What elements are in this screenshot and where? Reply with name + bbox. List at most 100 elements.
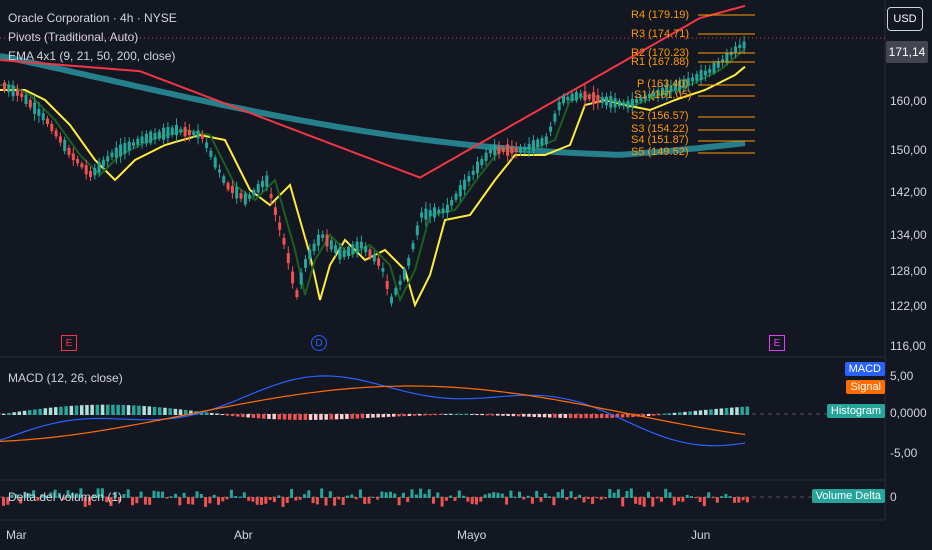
candle-body xyxy=(703,70,707,76)
histogram-bar xyxy=(449,413,453,415)
volume-delta-bar xyxy=(204,497,208,507)
histogram-bar xyxy=(688,411,692,415)
candle-body xyxy=(729,51,733,56)
candle-body xyxy=(742,41,746,49)
volume-delta-bar xyxy=(303,494,306,498)
candle-body xyxy=(106,156,110,162)
candle-body xyxy=(239,193,243,199)
volume-delta-bar xyxy=(556,491,560,498)
volume-delta-title[interactable]: Delta del volumen (1) xyxy=(8,490,123,504)
histogram-bar xyxy=(490,414,495,416)
pivots-indicator-label[interactable]: Pivots (Traditional, Auto) xyxy=(8,30,139,44)
candle-body xyxy=(265,175,269,187)
macd-title[interactable]: MACD (12, 26, close) xyxy=(8,371,123,385)
candle-body xyxy=(734,46,737,54)
volume-delta-bar xyxy=(376,497,380,500)
volume-delta-bar xyxy=(457,490,461,498)
earnings-upcoming-icon[interactable]: E xyxy=(769,335,785,351)
volume-delta-bar xyxy=(165,497,169,499)
candle-body xyxy=(183,127,187,137)
histogram-bar xyxy=(298,414,302,420)
histogram-bar xyxy=(95,404,100,415)
earnings-event-icon[interactable]: E xyxy=(61,335,77,351)
histogram-bar xyxy=(132,405,136,415)
volume-delta-bar xyxy=(642,497,646,507)
candle-body xyxy=(574,91,578,101)
histogram-bar xyxy=(116,404,120,415)
volume-delta-bar xyxy=(681,497,685,502)
candle-body xyxy=(355,241,359,253)
histogram-bar xyxy=(241,414,245,418)
candle-body xyxy=(622,102,626,107)
candle-body xyxy=(89,171,92,177)
histogram-bar xyxy=(111,404,115,415)
volume-delta-bar xyxy=(668,492,672,498)
histogram-bar xyxy=(210,412,214,415)
histogram-bar xyxy=(709,409,713,415)
histogram-bar xyxy=(459,413,464,415)
histogram-bar xyxy=(158,407,162,415)
volume-delta-bar xyxy=(161,491,165,498)
histogram-bar xyxy=(667,413,672,415)
candle-body xyxy=(415,225,419,236)
candle-body xyxy=(488,149,492,154)
histogram-bar xyxy=(314,414,318,420)
histogram-bar xyxy=(402,414,406,417)
volume-delta-bar xyxy=(419,488,423,498)
candle-body xyxy=(351,244,355,255)
candle-body xyxy=(673,83,677,91)
volume-delta-bar xyxy=(449,495,453,498)
candle-body xyxy=(359,241,363,249)
candle-body xyxy=(63,139,67,152)
histogram-bar xyxy=(137,405,141,415)
candle-body xyxy=(15,90,19,96)
ema-200-line xyxy=(0,52,746,158)
volume-delta-bar xyxy=(698,497,702,502)
candle-body xyxy=(50,123,54,131)
volume-delta-bar xyxy=(659,497,663,502)
volume-delta-bar xyxy=(49,492,53,498)
histogram-bar xyxy=(610,414,614,418)
candle-body xyxy=(402,268,406,280)
histogram-bar xyxy=(438,414,443,416)
histogram-bar xyxy=(17,411,22,415)
volume-delta-bar xyxy=(242,492,246,498)
volume-delta-bar xyxy=(702,497,706,507)
candle-body xyxy=(364,246,368,253)
histogram-bar xyxy=(605,414,609,419)
candle-body xyxy=(458,185,462,197)
histogram-bar xyxy=(615,414,620,418)
volume-delta-bar xyxy=(578,494,582,498)
candle-body xyxy=(652,92,656,97)
candle-body xyxy=(136,138,140,145)
volume-delta-bar xyxy=(711,497,715,499)
candle-body xyxy=(579,93,583,98)
candle-body xyxy=(501,148,505,152)
volume-delta-bar xyxy=(638,497,642,505)
currency-button[interactable]: USD xyxy=(887,7,923,31)
volume-delta-bar xyxy=(10,494,14,498)
histogram-bar xyxy=(334,414,339,420)
candle-body xyxy=(467,175,471,182)
volume-delta-bar xyxy=(500,493,504,498)
volume-delta-bar xyxy=(629,488,633,498)
pivot-label-s5: S5 (149.52) xyxy=(631,146,689,158)
candle-body xyxy=(325,234,329,247)
volume-delta-bar xyxy=(595,497,599,499)
candle-body xyxy=(192,131,196,136)
volume-delta-bar xyxy=(354,497,358,500)
ema-indicator-label[interactable]: EMA 4x1 (9, 21, 50, 200, close) xyxy=(8,49,176,63)
histogram-bar xyxy=(672,412,677,415)
volume-delta-bar xyxy=(522,497,526,500)
histogram-bar xyxy=(558,414,562,418)
volume-delta-bar xyxy=(715,497,719,503)
histogram-bar xyxy=(537,414,542,418)
candle-body xyxy=(445,204,449,213)
candle-body xyxy=(101,159,105,167)
volume-delta-bar xyxy=(651,497,655,507)
volume-delta-bar xyxy=(105,497,109,503)
dividend-event-icon[interactable]: D xyxy=(311,335,327,351)
volume-delta-bar xyxy=(496,492,500,498)
volume-delta-bar xyxy=(131,497,134,506)
